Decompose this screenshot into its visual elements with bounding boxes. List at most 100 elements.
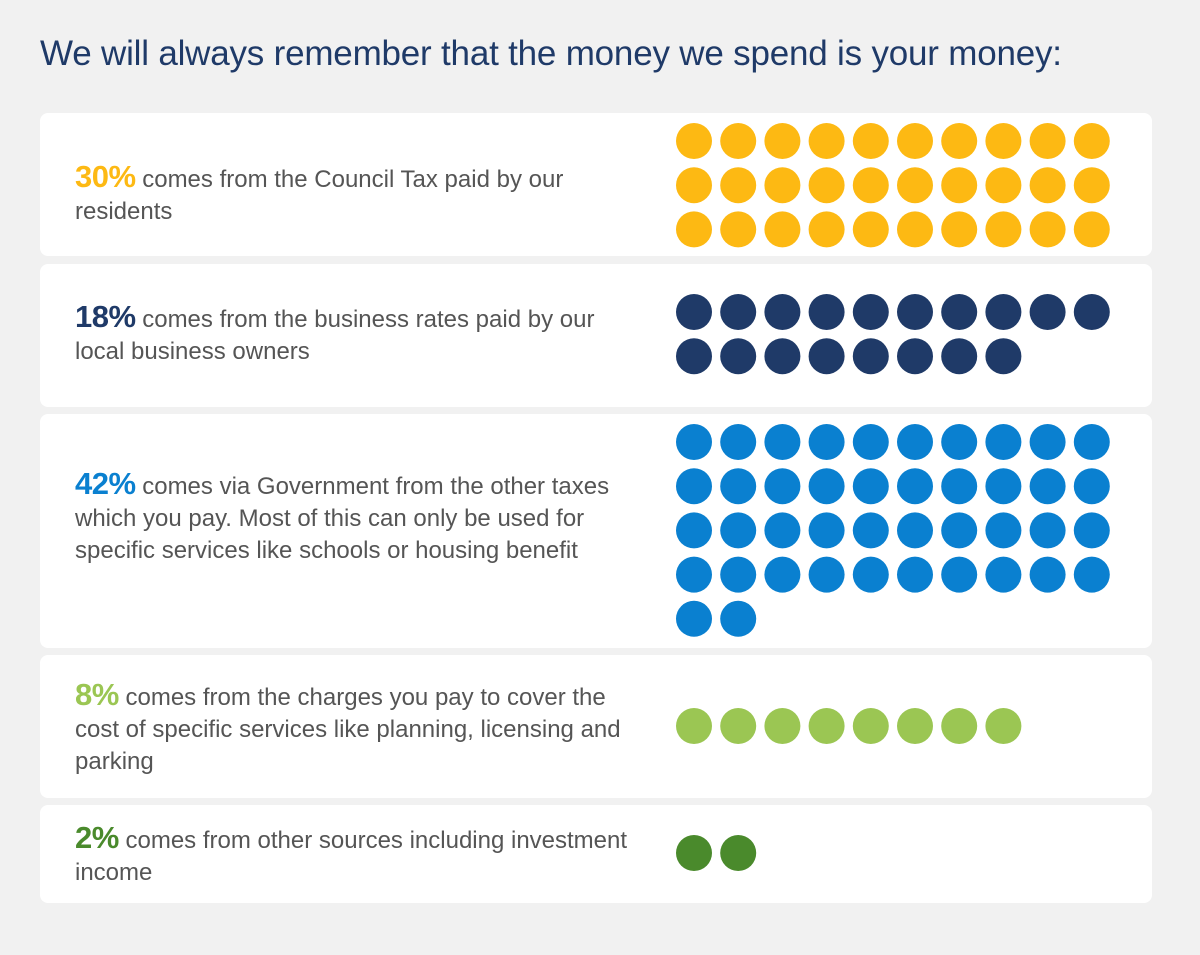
waffle-dot	[1073, 468, 1110, 505]
waffle-dot	[897, 424, 933, 460]
source-percent: 42%	[75, 466, 136, 501]
waffle-dot	[897, 556, 933, 593]
dot-grid	[676, 294, 1110, 375]
waffle-dot	[764, 708, 801, 744]
source-text: comes from the Council Tax paid by our r…	[75, 166, 564, 225]
waffle-dot	[764, 167, 801, 204]
waffle-dot	[764, 294, 801, 330]
waffle-dot	[676, 600, 712, 637]
source-text: comes via Government from the other taxe…	[75, 473, 610, 564]
waffle-dot	[720, 835, 757, 871]
waffle-dot	[852, 211, 889, 248]
waffle-dot	[764, 512, 801, 549]
waffle-dot	[852, 123, 889, 159]
waffle-dot	[941, 338, 978, 375]
waffle-dot	[1073, 424, 1110, 460]
waffle-dot	[985, 123, 1022, 159]
waffle-dot	[808, 424, 845, 460]
waffle-dot	[985, 556, 1022, 593]
waffle-dot	[720, 468, 757, 505]
waffle-dot	[764, 468, 801, 505]
dot-grid	[676, 424, 1110, 637]
waffle-dot	[1073, 556, 1110, 593]
waffle-dot	[808, 708, 845, 744]
waffle-dot	[897, 468, 933, 505]
waffle-dot	[941, 123, 978, 159]
waffle-dot	[808, 512, 845, 549]
waffle-dot	[808, 123, 845, 159]
waffle-dot	[897, 123, 933, 159]
source-description: 2% comes from other sources including in…	[75, 822, 635, 889]
waffle-dot	[941, 424, 978, 460]
source-card-charges: 8% comes from the charges you pay to cov…	[40, 655, 1152, 798]
source-percent: 8%	[75, 677, 119, 712]
waffle-dot	[941, 211, 978, 248]
source-text: comes from the charges you pay to cover …	[75, 684, 621, 775]
waffle-dot	[941, 294, 978, 330]
waffle-dot	[720, 512, 757, 549]
waffle-dot	[764, 424, 801, 460]
source-percent: 30%	[75, 159, 136, 194]
waffle-dot	[808, 294, 845, 330]
source-description: 8% comes from the charges you pay to cov…	[75, 679, 635, 778]
waffle-dot	[852, 338, 889, 375]
waffle-dot	[808, 556, 845, 593]
waffle-dot	[1029, 294, 1066, 330]
waffle-dot	[1029, 468, 1066, 505]
waffle-dot	[985, 338, 1022, 375]
waffle-dot	[941, 512, 978, 549]
waffle-dot	[1029, 512, 1066, 549]
source-card-other: 2% comes from other sources including in…	[40, 805, 1152, 903]
waffle-dot	[852, 424, 889, 460]
page-title: We will always remember that the money w…	[40, 34, 1062, 73]
dot-grid	[676, 708, 1022, 744]
waffle-dot	[676, 835, 712, 871]
waffle-dot	[852, 167, 889, 204]
waffle-dot	[764, 123, 801, 159]
waffle-dot	[897, 708, 933, 744]
waffle-dot	[897, 512, 933, 549]
waffle-dot	[985, 512, 1022, 549]
waffle-dot	[676, 211, 712, 248]
waffle-dot	[764, 211, 801, 248]
waffle-dot	[941, 708, 978, 744]
dot-grid	[676, 123, 1110, 248]
waffle-dot	[1029, 167, 1066, 204]
waffle-dot	[720, 424, 757, 460]
waffle-dot	[941, 468, 978, 505]
source-card-council-tax: 30% comes from the Council Tax paid by o…	[40, 113, 1152, 256]
waffle-dot	[676, 123, 712, 159]
source-card-government: 42% comes via Government from the other …	[40, 414, 1152, 648]
waffle-dot	[985, 468, 1022, 505]
waffle-dot	[764, 338, 801, 375]
waffle-dot	[1029, 556, 1066, 593]
waffle-dot	[985, 424, 1022, 460]
waffle-dot	[720, 123, 757, 159]
waffle-dot	[676, 556, 712, 593]
waffle-dot	[1073, 211, 1110, 248]
waffle-dot	[1029, 123, 1066, 159]
waffle-dot	[852, 294, 889, 330]
waffle-dot	[897, 211, 933, 248]
source-description: 18% comes from the business rates paid b…	[75, 301, 635, 368]
waffle-dot	[985, 708, 1022, 744]
waffle-dot	[897, 294, 933, 330]
source-text: comes from other sources including inves…	[75, 827, 628, 886]
waffle-dot	[941, 556, 978, 593]
waffle-dot	[852, 556, 889, 593]
dot-grid	[676, 835, 757, 871]
waffle-dot	[985, 167, 1022, 204]
waffle-dot	[1073, 167, 1110, 204]
waffle-dot	[808, 338, 845, 375]
source-card-business-rates: 18% comes from the business rates paid b…	[40, 264, 1152, 407]
source-description: 42% comes via Government from the other …	[75, 468, 635, 567]
waffle-dot	[1029, 211, 1066, 248]
waffle-dot	[720, 211, 757, 248]
waffle-dot	[897, 338, 933, 375]
waffle-dot	[1073, 294, 1110, 330]
waffle-dot	[676, 338, 712, 375]
waffle-dot	[808, 211, 845, 248]
waffle-dot	[897, 167, 933, 204]
waffle-dot	[852, 468, 889, 505]
waffle-dot	[720, 600, 757, 637]
